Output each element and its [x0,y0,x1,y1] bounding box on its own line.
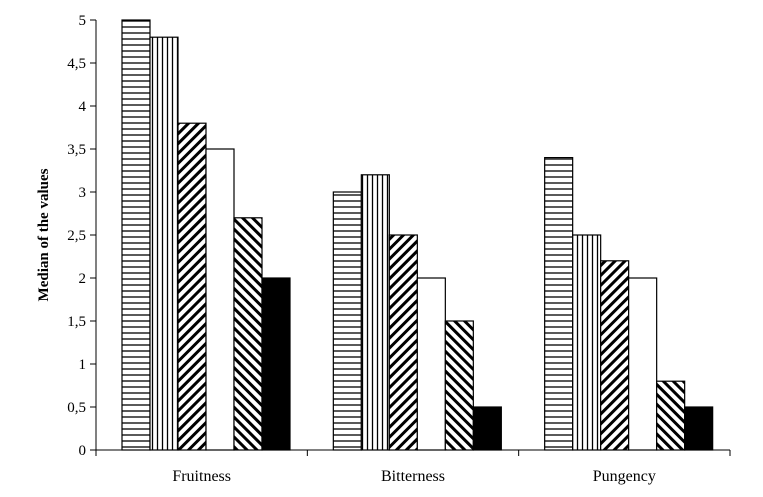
bar-fruitness-vertical-lines [149,36,179,451]
x-category-label: Pungency [593,468,656,485]
y-tick-label: 1,5 [67,314,86,330]
bar-fruitness-horizontal-lines [121,19,151,451]
bar-bitterness-vertical-lines [360,174,390,451]
bar-fruitness-black [261,277,291,451]
bar-bitterness-horizontal-lines [332,191,362,451]
y-tick-label: 0 [79,443,87,459]
bar-pungency-vertical-lines [572,234,602,451]
y-tick-label: 0,5 [67,400,86,416]
y-tick-label: 1 [79,357,87,373]
y-axis-title: Median of the values [36,168,52,301]
y-tick-label: 4,5 [67,56,86,72]
bar-bitterness-white [416,277,446,451]
y-tick-label: 2 [79,271,87,287]
y-tick-label: 3,5 [67,142,86,158]
bar-pungency-white [628,277,658,451]
bar-fruitness-diagonal-down [177,122,207,451]
bar-pungency-black [684,406,714,451]
bars-group [121,19,714,451]
bar-fruitness-white [205,148,235,451]
bar-fruitness-diagonal-up [233,217,263,451]
y-axis: 0 0,5 1 1,5 2 2,5 3 3,5 4 4,5 5 [67,13,96,459]
bar-bitterness-diagonal-down [388,234,418,451]
bar-bitterness-black [472,406,502,451]
y-tick-label: 5 [79,13,87,29]
bar-pungency-horizontal-lines [544,157,574,451]
y-tick-label: 4 [79,99,87,115]
y-tick-label: 2,5 [67,228,86,244]
x-axis: Fruitness Bitterness Pungency [95,450,731,485]
bar-bitterness-diagonal-up [444,320,474,451]
y-tick-label: 3 [79,185,87,201]
bar-pungency-diagonal-up [656,380,686,451]
bar-pungency-diagonal-down [600,260,630,451]
x-category-label: Fruitness [172,468,231,485]
x-category-label: Bitterness [381,468,445,485]
